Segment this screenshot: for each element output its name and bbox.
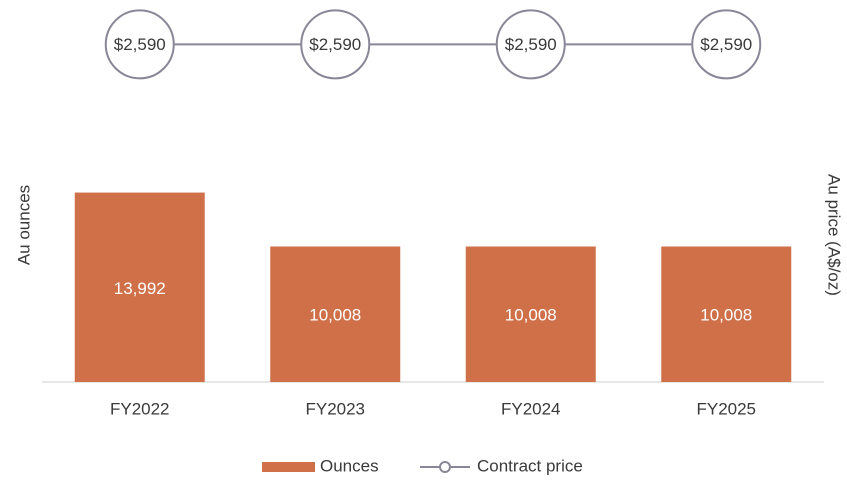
line-marker bbox=[495, 9, 566, 80]
x-tick-label: FY2022 bbox=[110, 399, 170, 418]
line-value-label: $2,590 bbox=[700, 35, 752, 54]
line-value-label: $2,590 bbox=[505, 35, 557, 54]
bar bbox=[270, 246, 401, 382]
line-value-label: $2,590 bbox=[309, 35, 361, 54]
bar bbox=[465, 246, 596, 382]
line-marker bbox=[104, 9, 175, 80]
legend-label: Contract price bbox=[477, 456, 583, 475]
bar-value-label: 13,992 bbox=[114, 279, 166, 298]
bar bbox=[74, 192, 205, 382]
y2-axis-title: Au price (A$/oz) bbox=[825, 174, 844, 296]
bar-value-label: 10,008 bbox=[505, 306, 557, 325]
line-value-label: $2,590 bbox=[114, 35, 166, 54]
y-axis-title: Au ounces bbox=[14, 185, 33, 265]
line-marker bbox=[300, 9, 371, 80]
x-tick-label: FY2024 bbox=[501, 399, 561, 418]
bar bbox=[661, 246, 792, 382]
legend-label: Ounces bbox=[320, 456, 379, 475]
line-marker bbox=[691, 9, 762, 80]
legend-swatch-marker bbox=[439, 461, 451, 473]
legend-swatch bbox=[262, 462, 315, 472]
bar-value-label: 10,008 bbox=[309, 306, 361, 325]
bar-value-label: 10,008 bbox=[700, 306, 752, 325]
x-tick-label: FY2023 bbox=[305, 399, 365, 418]
x-tick-label: FY2025 bbox=[696, 399, 756, 418]
